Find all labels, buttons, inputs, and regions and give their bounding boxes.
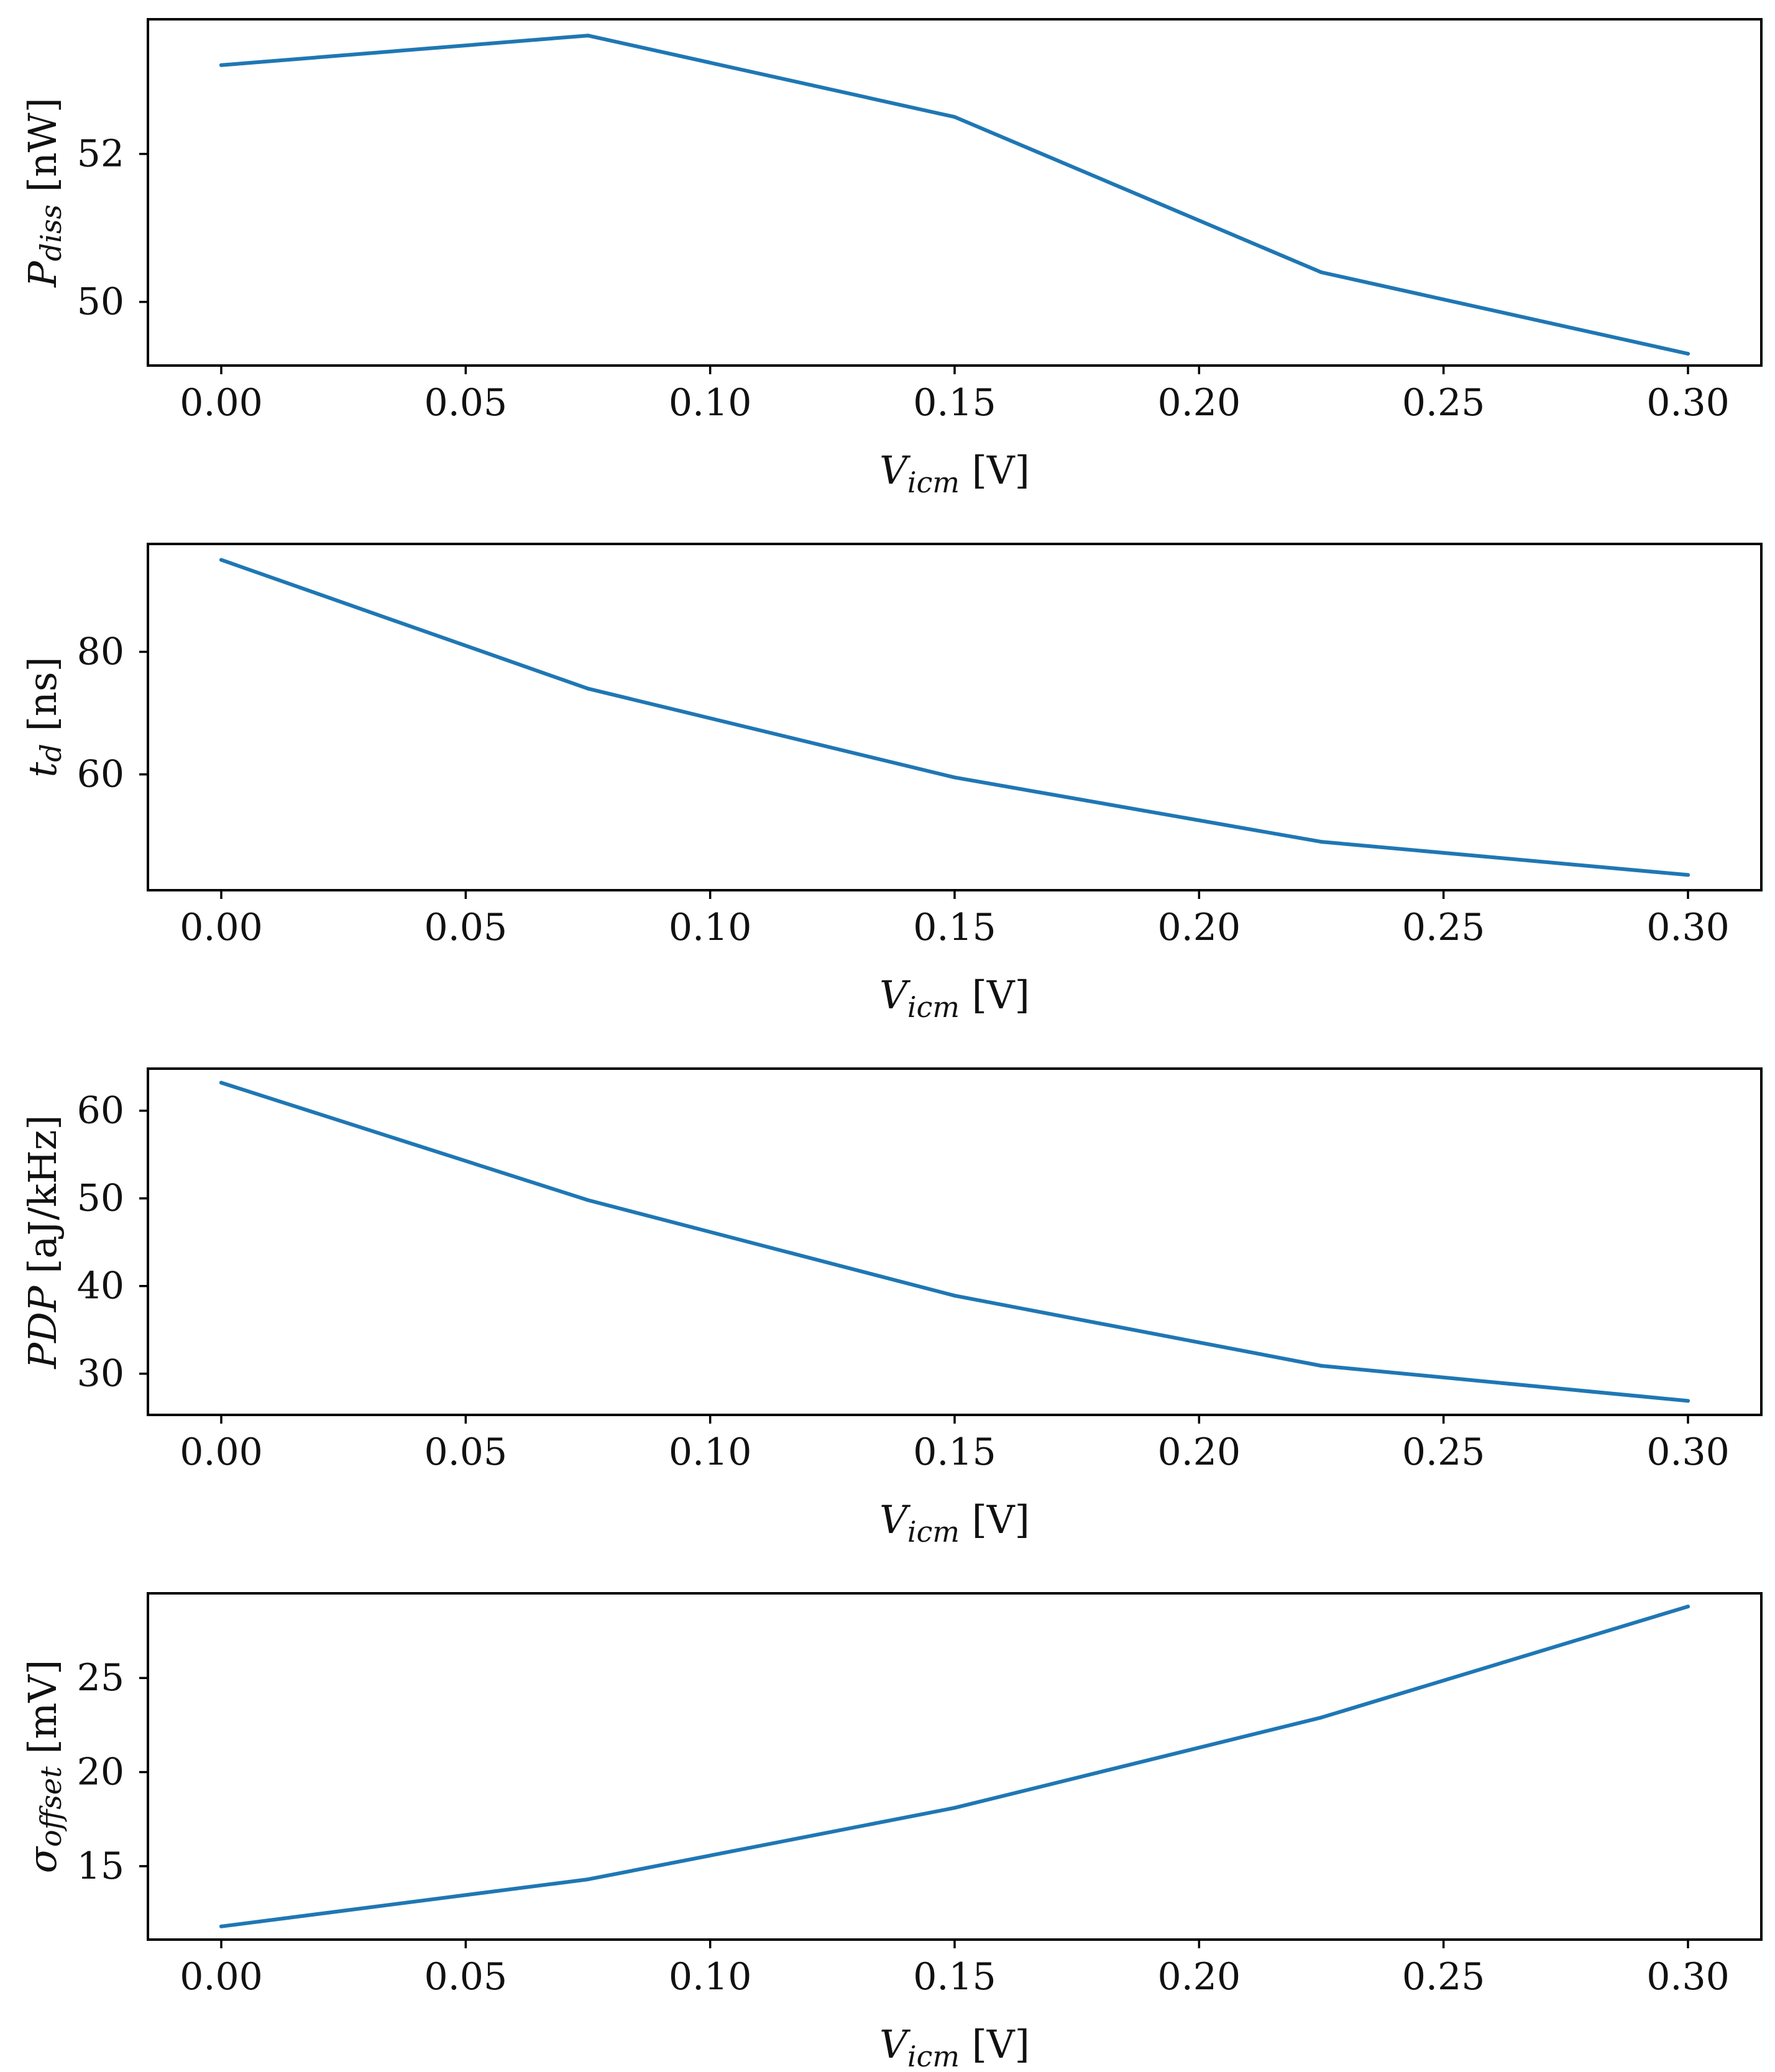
- data-point: [1319, 1715, 1323, 1720]
- y-tick-label: 30: [77, 1352, 124, 1396]
- y-tick-label: 40: [77, 1264, 124, 1308]
- x-tick-label: 0.15: [913, 1430, 996, 1474]
- data-point: [1319, 840, 1323, 844]
- x-tick-label: 0.20: [1158, 1430, 1241, 1474]
- data-point: [1686, 1605, 1690, 1609]
- data-point: [1686, 1399, 1690, 1403]
- subplot-1: 0.00 0.05 0.10 0.15 0.20 0.25 0.30 50 52 Vicm [V]…: [20, 18, 1763, 499]
- subplot-4: 0.00 0.05 0.10 0.15 0.20 0.25 0.30 15 20 25 Vicm […: [20, 1592, 1763, 2072]
- series-line-sigma-offset: [219, 1605, 1690, 1928]
- data-point: [1319, 270, 1323, 274]
- data-point: [219, 558, 223, 562]
- x-tick-label: 0.00: [180, 1955, 263, 1999]
- x-tick-label: 0.25: [1402, 906, 1485, 949]
- x-tick-label: 0.20: [1158, 381, 1241, 425]
- y-tick-label: 20: [77, 1751, 124, 1794]
- x-tick-label: 0.05: [424, 906, 508, 949]
- x-axis-label: Vicm [V]: [879, 2022, 1030, 2072]
- x-tick-label: 0.25: [1402, 381, 1485, 425]
- x-tick-label: 0.30: [1646, 1955, 1730, 1999]
- series-line-p-diss: [219, 34, 1690, 356]
- x-tick-label: 0.15: [913, 381, 996, 425]
- data-point: [1686, 873, 1690, 877]
- x-tick-label: 0.00: [180, 1430, 263, 1474]
- x-tick-label: 0.25: [1402, 1955, 1485, 1999]
- data-point: [1686, 352, 1690, 356]
- axes-frame: [147, 1592, 1763, 1941]
- x-axis-label: Vicm [V]: [879, 448, 1030, 499]
- x-tick-label: 0.15: [913, 1955, 996, 1999]
- subplot-3: 0.00 0.05 0.10 0.15 0.20 0.25 0.30 30 40 50 60 Vicm…: [20, 1067, 1763, 1549]
- subplot-2: 0.00 0.05 0.10 0.15 0.20 0.25 0.30 60 80 Vicm [V]…: [20, 543, 1763, 1024]
- x-tick-label: 0.30: [1646, 1430, 1730, 1474]
- x-axis-label: Vicm [V]: [879, 972, 1030, 1024]
- y-tick-label: 80: [77, 630, 124, 674]
- x-tick-label: 0.10: [669, 381, 752, 425]
- axes-frame: [147, 1067, 1763, 1416]
- x-tick-label: 0.25: [1402, 1430, 1485, 1474]
- data-point: [1319, 1364, 1323, 1368]
- x-tick-label: 0.10: [669, 1430, 752, 1474]
- data-point: [586, 1198, 590, 1202]
- data-point: [219, 63, 223, 67]
- x-tick-label: 0.20: [1158, 906, 1241, 949]
- x-tick-label: 0.15: [913, 906, 996, 949]
- y-tick-label: 52: [77, 132, 124, 176]
- x-tick-label: 0.10: [669, 906, 752, 949]
- y-axis-label: PDP [aJ/kHz]: [20, 1115, 65, 1369]
- x-tick-label: 0.30: [1646, 906, 1730, 949]
- x-tick-label: 0.10: [669, 1955, 752, 1999]
- y-tick-label: 50: [77, 1177, 124, 1220]
- y-tick-label: 25: [77, 1656, 124, 1700]
- x-tick-label: 0.20: [1158, 1955, 1241, 1999]
- data-point: [953, 775, 956, 780]
- data-point: [953, 115, 956, 119]
- y-tick-label: 60: [77, 1089, 124, 1133]
- series-line-t-d: [219, 558, 1690, 877]
- y-tick-label: 15: [77, 1844, 124, 1888]
- x-tick-label: 0.00: [180, 906, 263, 949]
- axes-frame: [147, 18, 1763, 367]
- y-axis-label: σoffset [mV]: [20, 1660, 68, 1874]
- data-point: [219, 1924, 223, 1928]
- x-axis-label: Vicm [V]: [879, 1497, 1030, 1549]
- data-point: [953, 1294, 956, 1298]
- data-point: [586, 686, 590, 691]
- x-tick-label: 0.05: [424, 381, 508, 425]
- y-tick-label: 60: [77, 753, 124, 796]
- x-tick-label: 0.05: [424, 1430, 508, 1474]
- data-point: [219, 1080, 223, 1085]
- data-point: [953, 1806, 956, 1810]
- y-tick-label: 50: [77, 280, 124, 324]
- y-axis-label: Pdiss [nW]: [20, 98, 68, 288]
- y-axis-label: td [ns]: [20, 656, 68, 777]
- x-tick-label: 0.05: [424, 1955, 508, 1999]
- axes-frame: [147, 543, 1763, 891]
- x-tick-label: 0.30: [1646, 381, 1730, 425]
- x-tick-label: 0.00: [180, 381, 263, 425]
- data-point: [586, 1877, 590, 1882]
- data-point: [586, 34, 590, 38]
- series-line-pdp: [219, 1080, 1690, 1403]
